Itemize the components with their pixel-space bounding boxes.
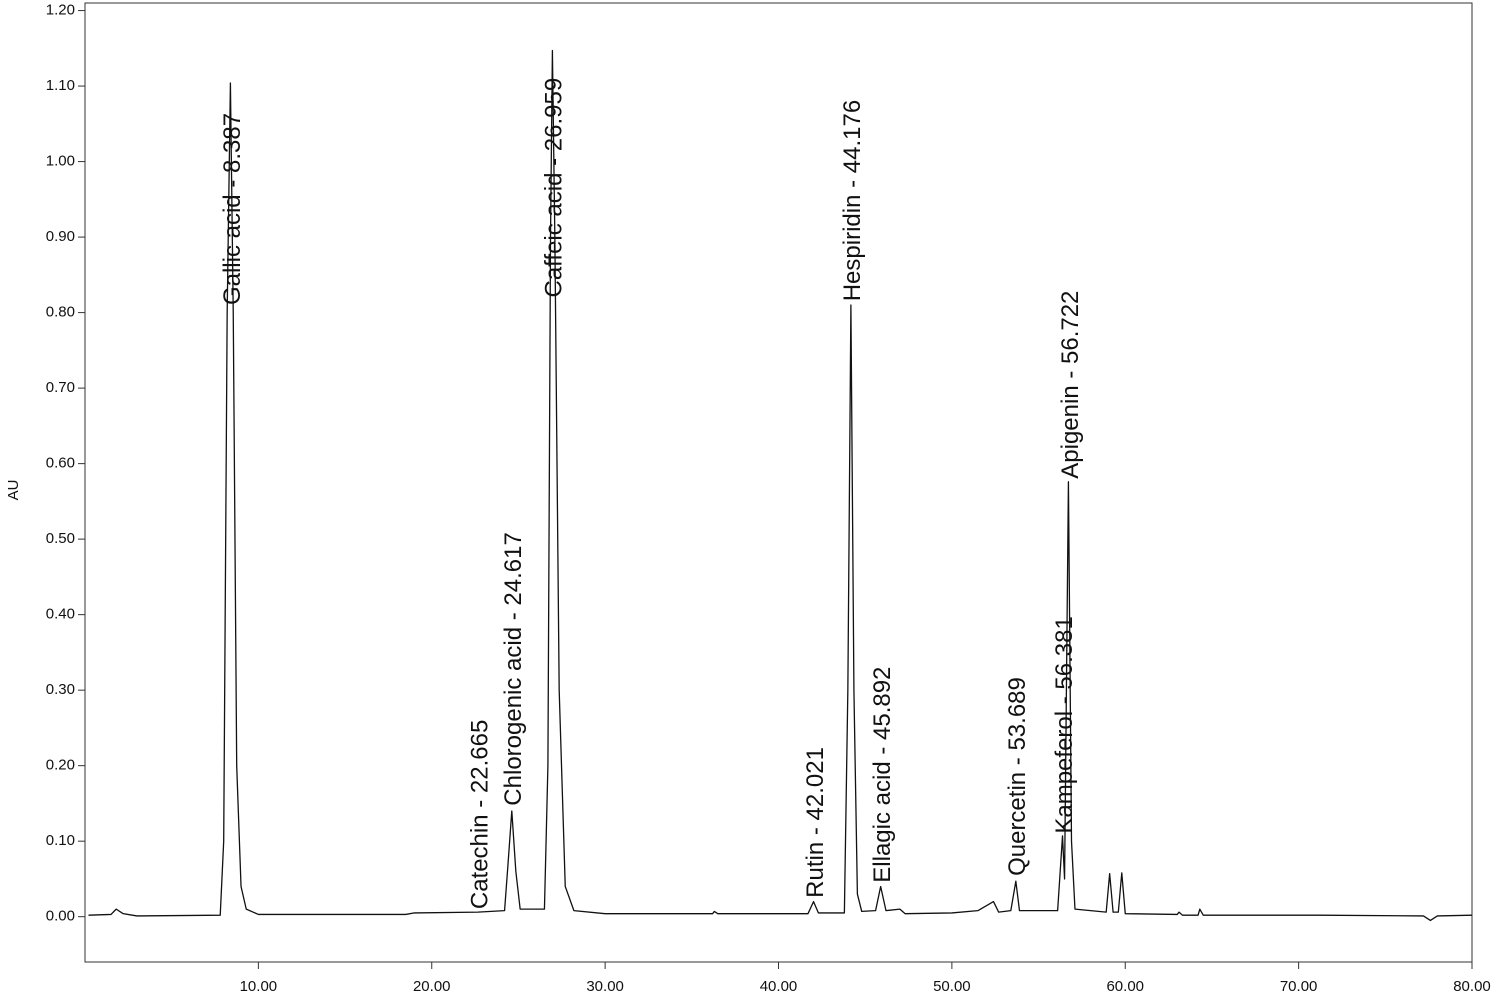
y-tick-label: 0.80: [46, 304, 75, 321]
y-tick-label: 0.20: [46, 757, 75, 774]
y-tick-label: 0.60: [46, 455, 75, 472]
peak-label: Caffeic acid - 26.959: [541, 78, 568, 298]
peak-label: Catechin - 22.665: [466, 720, 493, 909]
peak-label: Quercetin - 53.689: [1004, 677, 1031, 876]
peak-label: Ellagic acid - 45.892: [869, 667, 896, 883]
y-tick-label: 0.50: [46, 530, 75, 547]
x-tick-label: 70.00: [1280, 978, 1318, 995]
peak-label: Apigenin - 56.722: [1057, 291, 1084, 479]
x-tick-label: 80.00: [1453, 978, 1491, 995]
plot-frame: [84, 2, 1473, 963]
peak-label: Hespiridin - 44.176: [839, 100, 866, 301]
x-tick-label: 50.00: [933, 978, 971, 995]
y-tick-label: 0.10: [46, 832, 75, 849]
y-tick-label: 0.90: [46, 228, 75, 245]
peak-label: Rutin - 42.021: [802, 747, 829, 898]
y-tick-label: 0.40: [46, 606, 75, 623]
peak-label: Chlorogenic acid - 24.617: [500, 532, 527, 806]
peak-label: Kampeferol - 56.381: [1051, 616, 1078, 833]
y-tick-label: 1.00: [46, 153, 75, 170]
y-axis-label: AU: [5, 480, 22, 501]
x-tick-label: 20.00: [413, 978, 451, 995]
y-tick-label: 0.30: [46, 681, 75, 698]
y-tick-label: 1.10: [46, 77, 75, 94]
peak-label: Gallic acid - 8.387: [219, 113, 246, 305]
y-tick-label: 0.00: [46, 908, 75, 925]
x-tick-label: 30.00: [586, 978, 624, 995]
x-tick-label: 10.00: [240, 978, 278, 995]
y-tick-label: 1.20: [46, 2, 75, 19]
x-tick-label: 60.00: [1106, 978, 1144, 995]
y-tick-label: 0.70: [46, 379, 75, 396]
trace-line: [88, 49, 1473, 922]
x-tick-label: 40.00: [760, 978, 798, 995]
